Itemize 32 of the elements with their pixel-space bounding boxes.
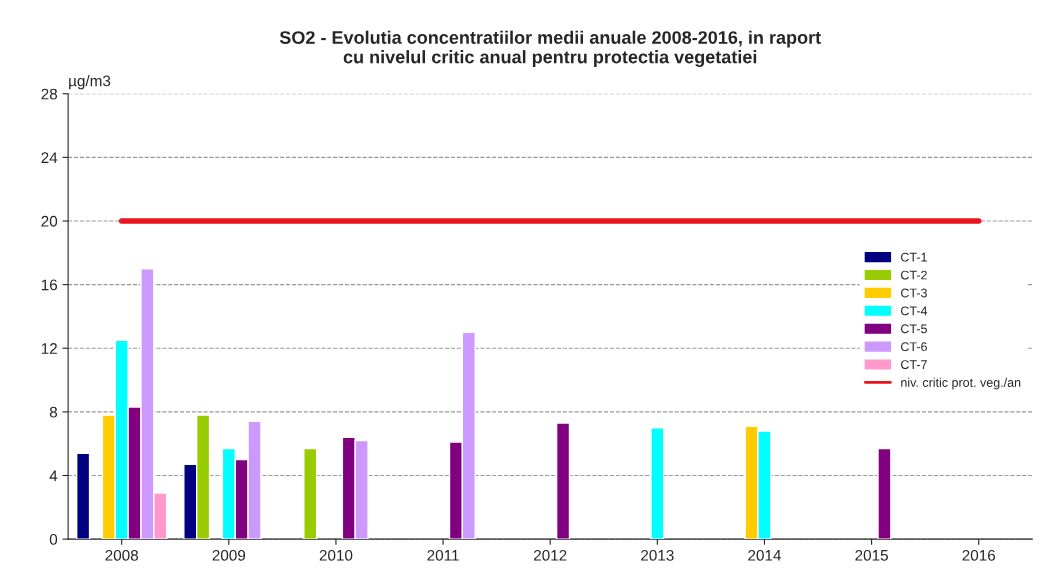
y-tick-label: 28 — [41, 88, 58, 100]
x-tick-label: 2014 — [748, 549, 782, 561]
y-tick-label: 24 — [41, 152, 58, 163]
x-tick-label: 2008 — [105, 549, 139, 561]
y-tick-label: 16 — [41, 279, 58, 291]
legend-label: CT-5 — [901, 324, 927, 334]
y-axis-title: µg/m3 — [69, 75, 111, 90]
x-tick-label: 2013 — [641, 549, 674, 561]
x-tick-label: 2011 — [427, 549, 459, 561]
legend-label: CT-7 — [901, 360, 927, 369]
x-tick-label: 2012 — [533, 549, 567, 561]
x-tick-label: 2015 — [855, 549, 888, 561]
x-tick-label: 2010 — [319, 549, 353, 561]
legend-label: niv. critic prot. veg./an — [901, 377, 1021, 390]
x-tick-label: 2009 — [212, 549, 246, 561]
bar — [877, 447, 892, 540]
legend-label: CT-2 — [901, 270, 927, 280]
legend-label: CT-4 — [901, 306, 928, 316]
bar — [303, 447, 318, 540]
y-tick-label: 12 — [41, 343, 57, 354]
chart-title: SO2 - Evolutia concentratiilor medii anuale 2008-2016, in raport cu nivelul critic anual pentru protectia vegetatiei — [279, 30, 821, 68]
y-tick-label: 20 — [41, 215, 58, 227]
bar — [650, 427, 665, 540]
bar — [75, 452, 91, 540]
x-tick-label: 2016 — [962, 549, 996, 561]
legend-label: CT-1 — [901, 252, 927, 262]
bar — [555, 422, 571, 540]
legend-label: CT-3 — [901, 288, 927, 298]
legend-label: CT-6 — [901, 342, 927, 352]
y-tick-label: 4 — [49, 470, 58, 482]
y-tick-label: 8 — [49, 406, 58, 418]
y-tick-label: 0 — [49, 533, 58, 545]
